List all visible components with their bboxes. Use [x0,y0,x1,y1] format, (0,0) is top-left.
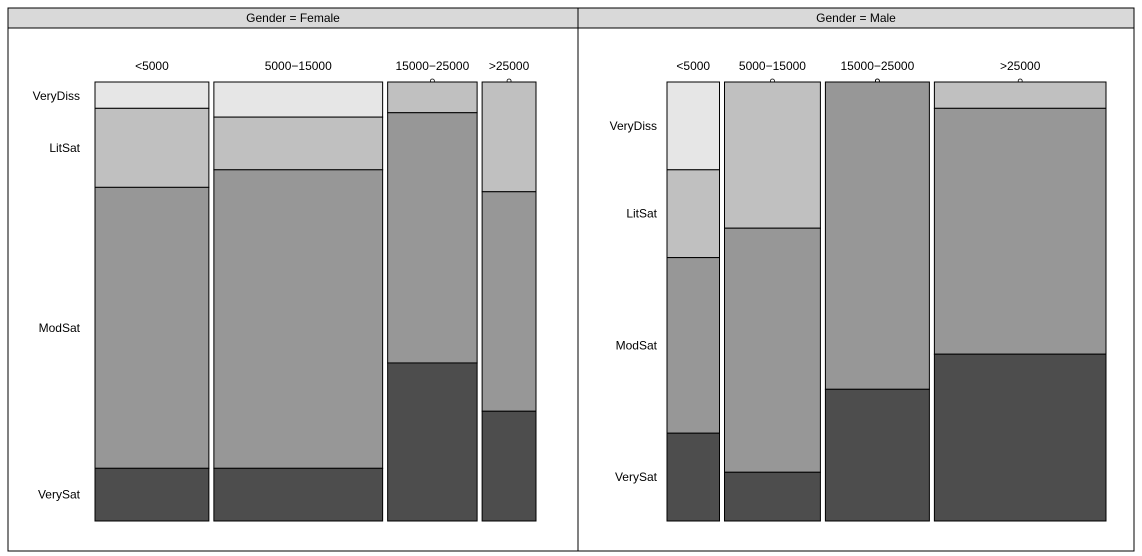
segment-modsat [481,191,537,412]
segment-modsat [824,81,930,390]
segment-litsat [723,81,821,229]
segment-verysat [94,467,210,522]
segment-litsat [94,107,210,188]
segment-verysat [824,388,930,522]
segment-verydiss [666,81,720,171]
segment-modsat [387,112,478,364]
segment-verysat [481,410,537,522]
segment-litsat [387,81,478,114]
panel-title: Gender = Female [246,11,340,25]
segment-verysat [723,471,821,522]
level-label: ModSat [616,338,658,352]
column-label: 15000−25000 [841,59,915,73]
segment-litsat [213,116,384,171]
level-label: LitSat [626,207,657,221]
segment-litsat [666,169,720,259]
column-label: >25000 [489,59,530,73]
level-label: VeryDiss [33,89,80,103]
segment-litsat [481,81,537,193]
level-label: VeryDiss [610,119,657,133]
segment-litsat [933,81,1107,109]
level-label: LitSat [49,141,80,155]
level-label: VerySat [615,470,658,484]
column-label: <5000 [676,59,710,73]
level-label: VerySat [38,488,81,502]
segment-verysat [213,467,384,522]
column-label: >25000 [1000,59,1041,73]
panel-title: Gender = Male [816,11,896,25]
column-label: <5000 [135,59,169,73]
column-label: 5000−15000 [265,59,332,73]
segment-modsat [933,107,1107,355]
column-label: 5000−15000 [739,59,806,73]
panel-strip [577,7,1135,29]
segment-verysat [933,353,1107,522]
segment-verysat [387,362,478,522]
segment-modsat [723,227,821,473]
segment-verydiss [94,81,210,109]
segment-verysat [666,432,720,522]
segment-modsat [213,169,384,469]
level-label: ModSat [39,321,81,335]
segment-verydiss [213,81,384,118]
segment-modsat [94,186,210,469]
column-label: 15000−25000 [396,59,470,73]
segment-modsat [666,257,720,434]
